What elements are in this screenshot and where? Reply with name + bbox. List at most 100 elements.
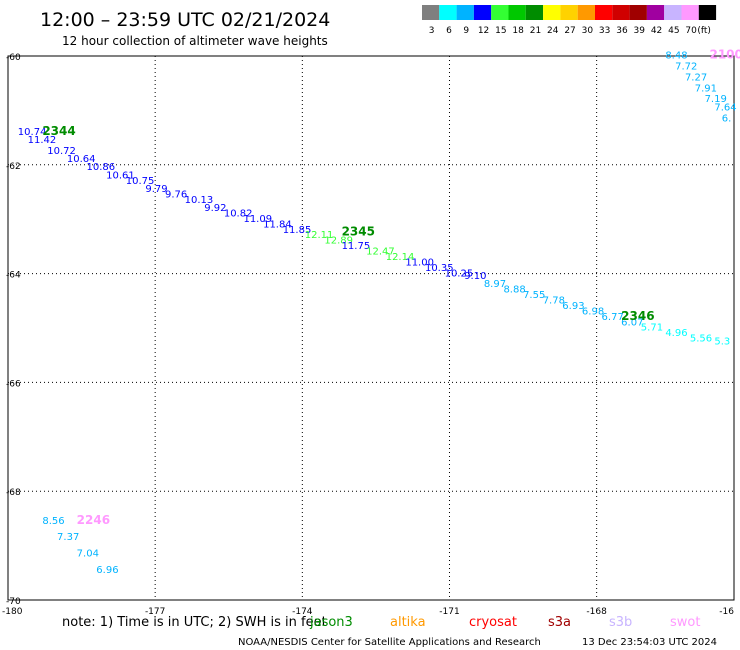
wave-height-value: 7.78 (543, 296, 565, 307)
wave-height-value: 7.27 (685, 72, 707, 83)
wave-height-value: 8.88 (503, 285, 525, 296)
colorbar-swatch (456, 5, 474, 20)
track-time-label: 2344 (42, 124, 75, 138)
satellite-name-s3b: s3b (609, 615, 632, 630)
colorbar-legend: 3 6 9 12 15 18 21 24 27 30 33 36 39 42 45 70 (ft) (422, 5, 717, 36)
colorbar-label: 21 (530, 26, 541, 36)
wave-height-value: 9.10 (464, 271, 486, 282)
satellite-track-labels: 2344 2345 2346 2100 2246 (42, 48, 740, 527)
track-time-label: 2100 (709, 48, 740, 62)
track-time-label: 2345 (342, 225, 375, 239)
wave-height-value: 10.61 (106, 170, 135, 181)
colorbar-swatch (422, 5, 440, 20)
colorbar-label: 33 (599, 26, 610, 36)
colorbar-label: 15 (495, 26, 506, 36)
wave-height-value: 6.07 (621, 317, 643, 328)
wave-height-value: 10.82 (224, 208, 253, 219)
wave-height-value: 6.77 (602, 312, 624, 323)
wave-height-value: 4.96 (665, 328, 687, 339)
wave-height-value: 9.92 (204, 203, 226, 214)
wave-height-value: 12.11 (305, 230, 334, 241)
wave-height-value: 9.79 (145, 184, 167, 195)
wave-height-value: 7.55 (523, 290, 545, 301)
colorbar-swatch (543, 5, 561, 20)
colorbar-label: 3 (429, 26, 435, 36)
colorbar-swatch (473, 5, 492, 20)
map-frame (7, 55, 735, 601)
lon-tick-label: -180 (2, 607, 23, 617)
satellite-name-altika: altika (390, 615, 426, 630)
colorbar-label: 45 (668, 26, 679, 36)
colorbar-label: 27 (564, 26, 575, 36)
wave-height-value: 11.42 (28, 135, 57, 146)
colorbar-label: 18 (512, 26, 524, 36)
colorbar-swatch (664, 5, 682, 20)
wave-height-value: 12.47 (366, 247, 395, 258)
wave-height-value: 6.93 (562, 301, 584, 312)
wave-height-value: 7.04 (77, 548, 99, 559)
wave-height-value: 5.71 (641, 323, 663, 334)
lat-tick-label: -64 (6, 271, 21, 281)
satellite-name-cryosat: cryosat (469, 615, 517, 630)
lon-tick-label: -168 (586, 607, 607, 617)
wave-height-value: 10.13 (185, 195, 214, 206)
map-gridlines (8, 56, 734, 600)
colorbar-swatch (560, 5, 578, 20)
footer-note: note: 1) Time is in UTC; 2) SWH is in fe… (62, 615, 327, 630)
colorbar-swatch (595, 5, 613, 20)
lat-tick-label: -62 (6, 162, 21, 172)
wave-height-value: 8.97 (484, 279, 506, 290)
colorbar-label: 12 (478, 26, 489, 36)
wave-height-value: 7.37 (57, 532, 79, 543)
map-title: 12:00 – 23:59 UTC 02/21/2024 (40, 9, 330, 31)
colorbar-swatch (612, 5, 630, 20)
wave-height-value: 10.74 (18, 127, 47, 138)
footer-timestamp: 13 Dec 23:54:03 UTC 2024 (582, 637, 717, 648)
lon-tick-label: -16 (719, 607, 734, 617)
wave-height-value: 11.84 (263, 219, 292, 230)
wave-height-value: 7.72 (675, 62, 697, 73)
wave-height-value: 7.64 (714, 102, 736, 113)
colorbar-swatch (629, 5, 647, 20)
wave-height-value: 11.00 (405, 257, 434, 268)
colorbar-swatch (577, 5, 595, 20)
colorbar-swatch (439, 5, 457, 20)
wave-height-value: 10.75 (126, 176, 155, 187)
wave-height-value: 10.25 (445, 268, 474, 279)
colorbar-swatch (525, 5, 544, 20)
colorbar-swatch (646, 5, 665, 20)
wave-height-value: 11.85 (283, 225, 312, 236)
colorbar-label: 42 (651, 26, 662, 36)
wave-height-value: 11.09 (243, 214, 272, 225)
colorbar-label: 30 (582, 26, 594, 36)
colorbar-unit: (ft) (697, 26, 711, 36)
lat-tick-label: -68 (6, 488, 21, 498)
wave-height-observations: 10.7411.4210.7210.6410.8610.6110.759.799… (18, 51, 737, 576)
wave-height-value: 11.75 (342, 241, 371, 252)
colorbar-label: 70 (685, 26, 697, 36)
lat-tick-label: -70 (6, 597, 21, 607)
lon-tick-label: -171 (439, 607, 459, 617)
footer-credit: NOAA/NESDIS Center for Satellite Applica… (238, 637, 541, 648)
wave-height-value: 6.98 (582, 306, 604, 317)
lon-tick-label: -177 (145, 607, 165, 617)
wave-height-value: 8.48 (665, 51, 687, 62)
wave-height-value: 12.14 (386, 252, 415, 263)
wave-height-value: 5.56 (690, 334, 712, 345)
colorbar-label: 39 (634, 26, 646, 36)
map-tick-labels: -180 -177 -174 -171 -168 -16 -60 -62 -64 -66 -68 -7… (2, 53, 734, 617)
colorbar-swatch (698, 5, 717, 20)
colorbar-label: 24 (547, 26, 559, 36)
colorbar-label: 9 (463, 26, 469, 36)
wave-height-value: 10.35 (425, 263, 454, 274)
colorbar-swatch (491, 5, 509, 20)
wave-height-value: 7.19 (705, 94, 727, 105)
satellite-legend: jason3 altika cryosat s3a s3b swot (309, 615, 700, 630)
satellite-name-swot: swot (670, 615, 700, 630)
colorbar-label: 36 (616, 26, 628, 36)
wave-height-value: 10.86 (86, 162, 115, 173)
colorbar-swatch (508, 5, 526, 20)
wave-height-value: 9.76 (165, 189, 187, 200)
track-time-label: 2246 (77, 513, 110, 527)
